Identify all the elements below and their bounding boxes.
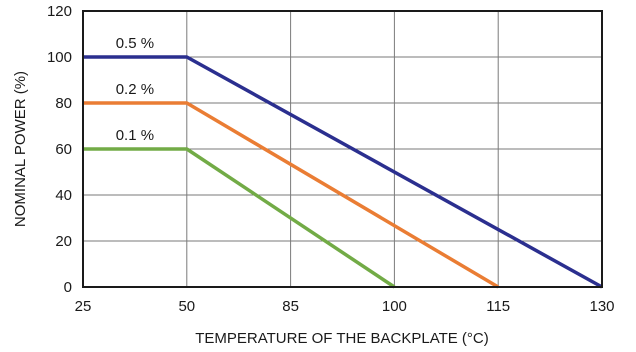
x-axis-title: TEMPERATURE OF THE BACKPLATE (°C) <box>195 330 489 347</box>
series-label: 0.5 % <box>116 35 154 52</box>
series-line <box>83 101 500 289</box>
x-tick-label: 25 <box>75 298 92 315</box>
series-label: 0.2 % <box>116 81 154 98</box>
x-tick-label: 115 <box>486 298 510 315</box>
y-axis: 0 20 40 60 80 100 120 <box>47 3 72 296</box>
y-tick-label: 60 <box>55 141 72 158</box>
series-line <box>83 147 396 289</box>
plot-frame <box>82 10 603 288</box>
y-tick-label: 120 <box>47 3 72 20</box>
x-axis: 25 50 85 100 115 130 <box>75 298 615 315</box>
series-labels: 0.5 % 0.2 % 0.1 % <box>116 35 154 144</box>
y-tick-label: 40 <box>55 187 72 204</box>
series-line <box>83 55 603 289</box>
y-tick-label: 20 <box>55 233 72 250</box>
y-tick-label: 100 <box>47 49 72 66</box>
x-tick-label: 50 <box>178 298 195 315</box>
x-tick-label: 85 <box>282 298 299 315</box>
x-tick-label: 130 <box>589 298 614 315</box>
y-tick-label: 0 <box>64 279 72 296</box>
series-group <box>83 55 603 289</box>
y-axis-title: NOMINAL POWER (%) <box>12 71 29 227</box>
x-tick-label: 100 <box>382 298 407 315</box>
y-tick-label: 80 <box>55 95 72 112</box>
series-label: 0.1 % <box>116 127 154 144</box>
